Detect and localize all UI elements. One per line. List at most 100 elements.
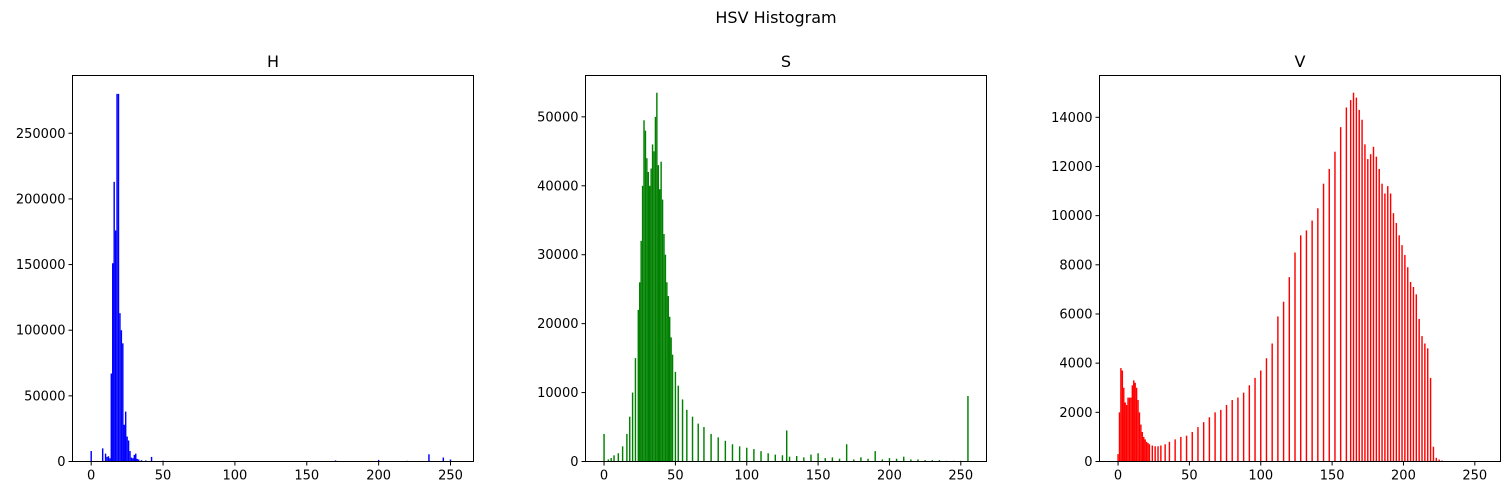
histogram-bar xyxy=(1125,404,1128,462)
histogram-bar xyxy=(1409,282,1412,462)
histogram-bar xyxy=(132,458,134,462)
histogram-bar xyxy=(626,433,628,462)
histogram-bar xyxy=(681,399,684,462)
y-tick-label: 12000 xyxy=(1051,160,1092,175)
y-tick-label: 2000 xyxy=(1059,406,1092,421)
histogram-bar xyxy=(106,456,108,462)
y-axis-ticks: 0 2000 4000 6000 8000 10000 12000 14000 xyxy=(1051,111,1100,470)
x-tick-label: 150 xyxy=(806,469,831,484)
x-axis-ticks: 0 50 100 150 200 250 xyxy=(1114,461,1487,484)
histogram-bar xyxy=(710,433,712,462)
histogram-bar xyxy=(1237,397,1239,462)
histogram-bar xyxy=(674,371,677,462)
histogram-bar xyxy=(1378,168,1380,462)
histogram-bar xyxy=(670,337,672,462)
histogram-bar xyxy=(1352,92,1355,462)
y-tick-label: 10000 xyxy=(1051,209,1092,224)
histogram-bar xyxy=(449,459,452,462)
histogram-bar xyxy=(1185,435,1188,462)
histogram-bar xyxy=(1375,156,1378,462)
histogram-bar xyxy=(334,460,337,462)
y-tick-label: 30000 xyxy=(537,248,578,263)
y-tick-label: 250000 xyxy=(16,127,66,142)
histogram-bar xyxy=(1133,380,1135,462)
histogram-bar xyxy=(1305,230,1308,462)
histogram-bar xyxy=(860,457,862,462)
y-tick-label: 150000 xyxy=(16,258,66,273)
histogram-bar xyxy=(1339,127,1342,462)
histogram-bar xyxy=(656,92,658,462)
histogram-bar xyxy=(1134,382,1136,462)
histogram-bar xyxy=(1424,343,1426,462)
histogram-bar xyxy=(122,343,124,462)
histogram-bar xyxy=(1160,445,1162,462)
histogram-bar xyxy=(1138,412,1141,462)
histogram-bar xyxy=(1260,370,1262,462)
histogram-bar xyxy=(607,459,610,462)
histogram-bar xyxy=(377,459,380,462)
histogram-bar xyxy=(137,459,140,462)
histogram-bar xyxy=(641,185,644,462)
panel-title: V xyxy=(1295,52,1306,71)
histogram-bar xyxy=(428,454,430,462)
histogram-bar xyxy=(703,427,705,462)
histogram-bar xyxy=(442,457,445,462)
histogram-bar xyxy=(677,385,679,462)
x-tick-label: 250 xyxy=(438,469,463,484)
histogram-bar xyxy=(795,455,798,462)
y-tick-label: 0 xyxy=(1084,455,1092,470)
histogram-bar xyxy=(1254,377,1256,462)
histogram-bar xyxy=(1361,119,1363,462)
histogram-bar xyxy=(1197,427,1199,462)
histogram-bar xyxy=(903,456,905,462)
histogram-bar xyxy=(661,199,664,462)
histogram-bar xyxy=(831,457,834,462)
y-tick-label: 6000 xyxy=(1059,307,1092,322)
y-tick-label: 0 xyxy=(570,455,578,470)
panel-title: S xyxy=(781,52,791,71)
histogram-bar xyxy=(881,459,884,462)
histogram-bar xyxy=(631,392,634,462)
histogram-bar xyxy=(1123,387,1125,462)
histogram-bar xyxy=(1180,436,1182,462)
histogram-bar xyxy=(895,458,898,462)
histogram-bar xyxy=(1151,445,1154,462)
histogram-bar xyxy=(140,460,143,462)
histogram-bar xyxy=(1120,368,1122,462)
histogram-bar xyxy=(110,373,113,462)
x-tick-label: 250 xyxy=(948,469,973,484)
histogram-bar xyxy=(888,458,891,462)
histogram-bar xyxy=(658,189,661,462)
histogram-bar xyxy=(657,165,659,462)
histogram-bar xyxy=(647,172,650,462)
histogram-bar xyxy=(731,444,734,462)
histogram-bar xyxy=(1412,286,1415,462)
histogram-bar xyxy=(803,457,805,462)
histogram-bar xyxy=(668,316,671,462)
histogram-bar xyxy=(124,411,127,462)
panel-v: V 0 50 100 150 200 250 0 2000 4000 6000 8000 10000… xyxy=(1051,52,1501,484)
x-tick-label: 150 xyxy=(1320,469,1345,484)
histogram-bar xyxy=(1137,400,1139,462)
histogram-bar xyxy=(1145,441,1148,462)
histogram-bar xyxy=(938,460,941,462)
histogram-bar xyxy=(1345,107,1348,462)
histogram-bar xyxy=(1421,336,1423,462)
histogram-bar xyxy=(1140,424,1142,462)
histogram-bar xyxy=(127,440,130,462)
histogram-bar xyxy=(1317,208,1319,462)
histogram-bar xyxy=(1381,183,1383,462)
histogram-bar xyxy=(781,455,784,462)
histogram-bar xyxy=(1130,397,1132,462)
histogram-bar xyxy=(660,161,662,462)
histogram-bar xyxy=(666,282,668,462)
histogram-bar xyxy=(640,240,642,462)
histogram-bar xyxy=(760,451,762,462)
histogram-bar xyxy=(1398,235,1400,462)
histogram-bar xyxy=(1141,432,1144,462)
x-tick-label: 0 xyxy=(600,469,608,484)
histogram-bar xyxy=(845,444,848,462)
histogram-bar xyxy=(1127,397,1129,462)
histogram-bar xyxy=(1300,235,1302,462)
histogram-bar xyxy=(117,93,120,462)
